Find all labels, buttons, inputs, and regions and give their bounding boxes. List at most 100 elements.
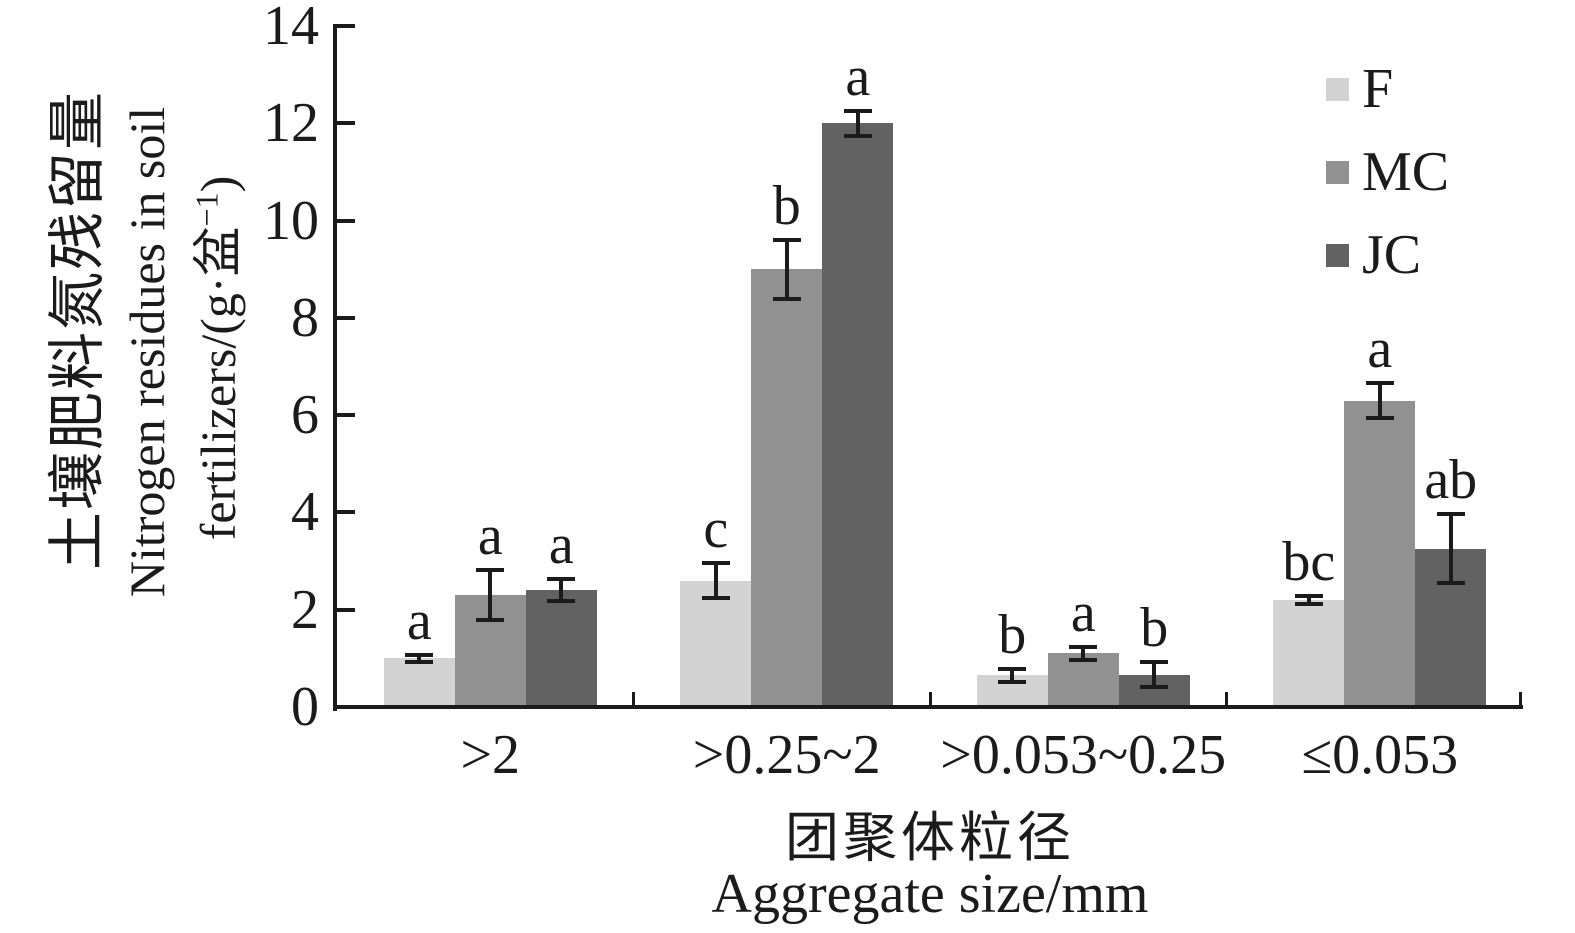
legend-item-jc: JC	[1326, 224, 1422, 286]
y-axis-line	[333, 24, 337, 711]
error-bar-cap-top	[843, 108, 872, 113]
sig-letter: a	[1070, 581, 1096, 644]
error-bar-line	[1306, 594, 1311, 606]
error-bar-cap-top	[1069, 644, 1098, 649]
sig-letter: bc	[1282, 531, 1336, 594]
legend-item-f: F	[1326, 58, 1394, 120]
error-bar-line	[1010, 667, 1015, 684]
error-bar-cap-bottom	[1294, 601, 1323, 606]
error-bar-line	[1448, 512, 1453, 586]
error-bar-cap-bottom	[1140, 685, 1169, 690]
error-bar	[1140, 660, 1169, 690]
error-bar	[1294, 594, 1323, 606]
legend-item-mc: MC	[1326, 141, 1450, 203]
y-tick-label: 0	[291, 676, 319, 738]
x-tick	[1518, 692, 1522, 705]
y-tick-label: 12	[263, 92, 319, 155]
x-tick	[1225, 692, 1228, 705]
error-bar-cap-bottom	[701, 595, 730, 600]
sig-letter: b	[998, 604, 1027, 667]
legend-label-mc: MC	[1362, 141, 1450, 203]
x-axis-title-en: Aggregate size/mm	[711, 863, 1149, 925]
error-bar	[1069, 644, 1098, 663]
error-bar-line	[855, 108, 860, 138]
sig-letter: a	[406, 589, 432, 652]
y-tick-label: 2	[291, 578, 319, 641]
x-tick	[928, 692, 932, 705]
x-category-label: >0.25~2	[692, 724, 881, 786]
error-bar-cap-top	[405, 652, 434, 657]
y-tick	[337, 315, 355, 320]
error-bar-cap-top	[998, 667, 1027, 672]
sig-letter: a	[1367, 318, 1393, 381]
legend-swatch-jc	[1326, 244, 1349, 267]
y-tick	[337, 510, 355, 515]
error-bar	[405, 652, 434, 665]
error-bar-cap-top	[476, 568, 505, 573]
sig-letter: b	[772, 174, 801, 237]
error-bar-cap-top	[1436, 512, 1465, 517]
bar-jc-group2	[822, 123, 894, 705]
error-bar	[1436, 512, 1465, 586]
error-bar	[1365, 381, 1394, 420]
error-bar-cap-bottom	[405, 660, 434, 665]
error-bar-cap-top	[547, 577, 576, 582]
error-bar	[701, 561, 730, 600]
bar-f-group4	[1273, 599, 1345, 705]
error-bar-line	[417, 652, 422, 665]
error-bar-cap-bottom	[772, 296, 801, 301]
error-bar	[843, 108, 872, 138]
y-tick	[337, 218, 355, 223]
sig-letter: a	[477, 505, 503, 568]
x-tick	[632, 692, 635, 705]
error-bar-cap-top	[772, 237, 801, 242]
error-bar	[476, 568, 505, 622]
x-category-label: >2	[460, 724, 521, 786]
error-bar-cap-bottom	[476, 617, 505, 622]
y-tick	[337, 121, 355, 126]
legend-label-f: F	[1362, 58, 1394, 120]
legend-label-jc: JC	[1362, 224, 1422, 286]
legend-swatch-mc	[1326, 161, 1349, 184]
error-bar-cap-top	[1294, 594, 1323, 599]
error-bar-cap-top	[1140, 660, 1169, 665]
error-bar-cap-bottom	[547, 599, 576, 604]
error-bar-line	[1081, 644, 1086, 663]
sig-letter: b	[1140, 597, 1169, 660]
error-bar-cap-bottom	[1436, 581, 1465, 586]
y-tick-label: 14	[263, 0, 319, 57]
error-bar-cap-top	[701, 561, 730, 566]
error-bar-cap-bottom	[1069, 658, 1098, 663]
x-axis-title-zh: 团聚体粒径	[785, 808, 1075, 868]
error-bar-cap-bottom	[998, 679, 1027, 684]
x-category-label: >0.053~0.25	[940, 724, 1227, 786]
error-bar	[547, 577, 576, 604]
bar-jc-group1	[525, 590, 597, 705]
y-tick	[337, 24, 355, 28]
sig-letter: a	[548, 514, 574, 577]
bar-mc-group2	[751, 269, 823, 705]
y-tick-label: 10	[263, 189, 319, 252]
error-bar-line	[784, 237, 789, 301]
bar-mc-group4	[1344, 400, 1416, 705]
error-bar-line	[1152, 660, 1157, 690]
x-category-label: ≤0.053	[1301, 724, 1459, 786]
y-tick	[337, 607, 355, 612]
y-tick-label: 6	[291, 384, 319, 447]
error-bar-line	[559, 577, 564, 604]
error-bar-cap-top	[1365, 381, 1394, 386]
error-bar-cap-bottom	[843, 133, 872, 138]
error-bar-line	[1377, 381, 1382, 420]
legend-swatch-f	[1326, 78, 1349, 101]
y-tick	[337, 413, 355, 418]
y-tick-label: 8	[291, 286, 319, 349]
error-bar-cap-bottom	[1365, 415, 1394, 420]
sig-letter: c	[703, 498, 729, 561]
sig-letter: ab	[1424, 449, 1478, 512]
y-tick-label: 4	[291, 481, 319, 544]
error-bar-line	[713, 561, 718, 600]
error-bar-line	[488, 568, 493, 622]
bar-f-group2	[680, 580, 752, 705]
sig-letter: a	[845, 45, 871, 108]
